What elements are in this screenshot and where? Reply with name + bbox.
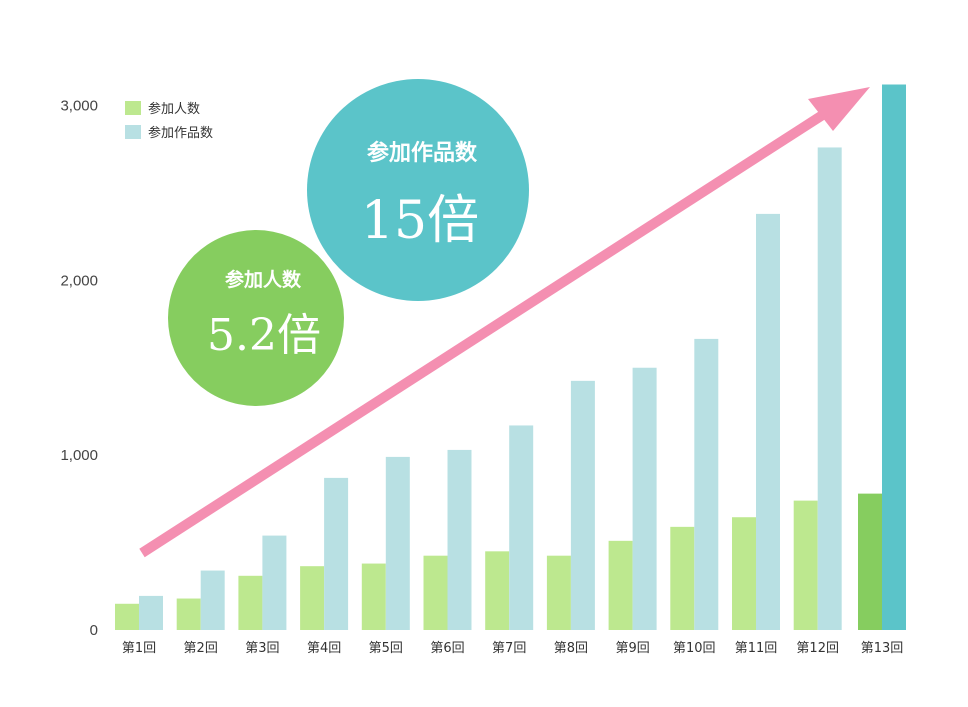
works-bubble-circle	[307, 79, 529, 301]
growth-arrow-shaft	[139, 102, 838, 558]
bar-works	[817, 147, 842, 630]
bar-participants	[670, 526, 695, 630]
bar-participants	[238, 575, 263, 630]
bar-participants	[115, 603, 139, 630]
x-tick-label: 第13回	[861, 641, 904, 656]
x-tick-label: 第7回	[492, 641, 526, 656]
x-tick-label: 第1回	[122, 641, 156, 656]
bar-works	[324, 477, 349, 630]
bar-participants	[423, 555, 448, 630]
bar-participants	[608, 540, 633, 630]
bar-participants	[732, 517, 756, 630]
legend-swatch-participants	[125, 101, 141, 115]
bar-participants	[858, 493, 882, 630]
x-tick-label: 第5回	[369, 641, 403, 656]
participants-bubble-circle	[168, 230, 344, 406]
bar-works	[570, 380, 595, 630]
bar-works	[385, 456, 410, 630]
growth-arrow	[139, 87, 870, 558]
x-tick-label: 第2回	[184, 641, 218, 656]
bar-participants	[361, 563, 386, 630]
bar-participants	[546, 555, 571, 630]
y-tick-label: 0	[90, 622, 98, 639]
bar-works	[632, 367, 657, 630]
bar-works	[139, 595, 163, 630]
participants-bubble-title: 参加人数	[225, 268, 302, 291]
x-tick-label: 第6回	[430, 641, 464, 656]
x-tick-label: 第10回	[673, 641, 716, 656]
growth-arrow-head	[808, 87, 870, 131]
works-bubble-value: 15倍	[361, 191, 479, 251]
bar-works	[882, 84, 906, 630]
bar-participants	[485, 551, 510, 630]
bar-works	[200, 570, 225, 630]
works-bubble-title: 参加作品数	[367, 140, 478, 166]
bar-works	[262, 535, 287, 630]
bar-works	[756, 213, 780, 631]
participants-bubble-value: 5.2倍	[207, 310, 321, 361]
x-tick-label: 第11回	[735, 641, 778, 656]
x-tick-label: 第9回	[615, 641, 649, 656]
x-tick-label: 第8回	[554, 641, 588, 656]
x-tick-label: 第3回	[245, 641, 279, 656]
y-axis: 0 1,000 2,000 3,000	[60, 97, 98, 639]
x-tick-label: 第12回	[796, 641, 839, 656]
bar-works	[694, 338, 719, 630]
bars-group	[115, 84, 906, 631]
y-tick-label: 2,000	[60, 272, 98, 289]
bar-works	[509, 425, 534, 630]
x-tick-label: 第4回	[307, 641, 341, 656]
legend-label-works: 参加作品数	[148, 125, 213, 141]
bar-participants	[793, 500, 818, 630]
bar-works	[447, 449, 472, 630]
legend: 参加人数 参加作品数	[125, 101, 213, 141]
legend-label-participants: 参加人数	[148, 101, 200, 117]
y-tick-label: 3,000	[60, 97, 98, 114]
participants-bubble: 参加人数 5.2倍	[168, 230, 344, 406]
bar-participants	[176, 598, 201, 630]
legend-swatch-works	[125, 125, 141, 139]
works-bubble: 参加作品数 15倍	[307, 79, 529, 301]
y-tick-label: 1,000	[60, 447, 98, 464]
x-axis: 第1回 第2回 第3回 第4回 第5回 第6回 第7回 第8回 第9回 第10回 第11回 第12回 第…	[122, 641, 903, 656]
bar-participants	[300, 566, 325, 630]
